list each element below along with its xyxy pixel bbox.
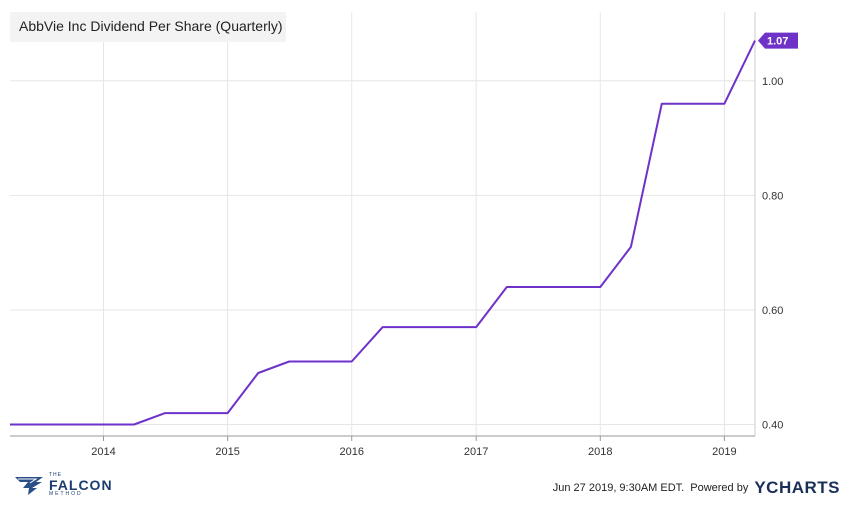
timestamp: Jun 27 2019, 9:30AM EDT. [552,482,685,494]
ycharts-logo[interactable]: YCHARTS [754,478,840,497]
y-tick-label: 0.80 [762,190,783,202]
y-tick-label: 0.60 [762,305,783,317]
plot-area [10,12,755,436]
end-value-label: 1.07 [767,36,788,48]
powered-by: Powered by [690,482,749,494]
falcon-name: FALCON [49,477,113,493]
chart-footer: Jun 27 2019, 9:30AM EDT. Powered by YCHA… [552,478,840,497]
series-line [10,40,756,426]
x-tick-label: 2018 [588,446,612,458]
falcon-method: METHOD [49,491,83,497]
x-tick-label: 2016 [339,446,363,458]
chart-title: AbbVie Inc Dividend Per Share (Quarterly… [10,12,286,42]
y-tick-label: 0.40 [762,420,783,432]
x-tick-label: 2017 [464,446,488,458]
x-tick-label: 2014 [91,446,115,458]
falcon-the: THE [49,472,62,478]
x-tick-label: 2019 [712,446,736,458]
falcon-icon [15,477,43,495]
y-tick-label: 1.00 [762,76,783,88]
x-tick-label: 2015 [215,446,239,458]
end-value-badge [758,32,798,49]
falcon-method-logo: THE FALCON METHOD [14,473,113,497]
